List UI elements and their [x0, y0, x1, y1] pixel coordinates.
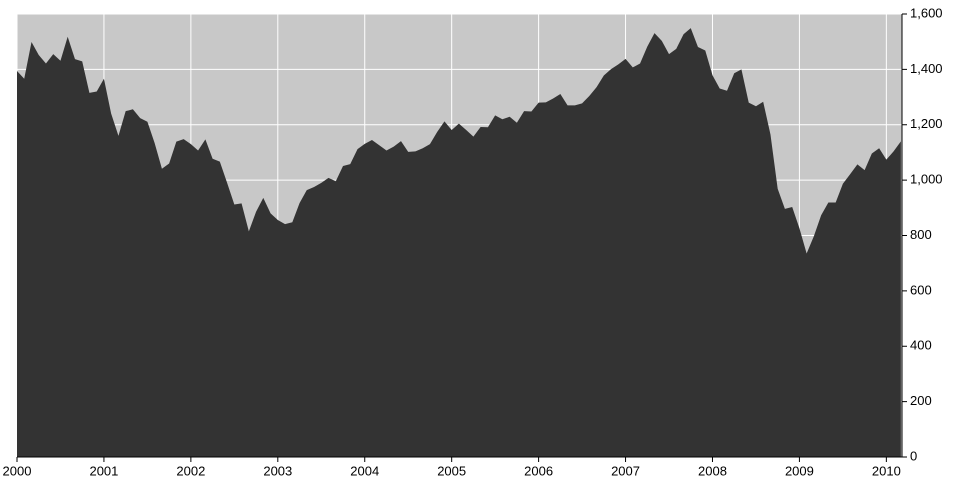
area: [17, 28, 901, 457]
x-tick-label: 2002: [176, 463, 205, 478]
y-tick-label: 0: [910, 448, 917, 463]
x-tick-label: 2001: [89, 463, 118, 478]
y-tick-label: 200: [910, 393, 932, 408]
x-tick-label: 2003: [263, 463, 292, 478]
y-tick-label: 400: [910, 338, 932, 353]
y-tick-label: 1,600: [910, 5, 943, 20]
x-tick-label: 2005: [437, 463, 466, 478]
x-tick-label: 2004: [350, 463, 379, 478]
y-tick-label: 600: [910, 282, 932, 297]
x-tick-label: 2008: [698, 463, 727, 478]
x-tick-label: 2000: [3, 463, 32, 478]
y-tick-label: 1,000: [910, 172, 943, 187]
x-tick-label: 2006: [524, 463, 553, 478]
x-tick-label: 2009: [785, 463, 814, 478]
x-tick-label: 2007: [611, 463, 640, 478]
x-tick-label: 2010: [872, 463, 901, 478]
y-tick-label: 800: [910, 227, 932, 242]
y-tick-label: 1,400: [910, 61, 943, 76]
y-tick-label: 1,200: [910, 116, 943, 131]
